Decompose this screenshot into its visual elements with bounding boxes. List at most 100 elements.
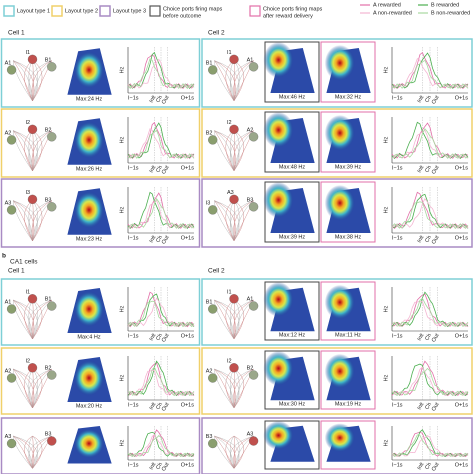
port-label: A1 [5, 60, 12, 66]
heatmap-hotspot [324, 353, 356, 389]
port [229, 54, 239, 65]
trajectory [214, 368, 236, 409]
port [229, 124, 239, 135]
trace [391, 197, 469, 229]
trajectory [214, 435, 235, 469]
y-axis-label: Hz [383, 374, 389, 381]
trajectory [214, 130, 235, 171]
port [208, 205, 218, 215]
trace [127, 369, 195, 397]
port-label: I2 [26, 120, 31, 126]
heatmap-hotspot [73, 191, 105, 229]
trajectory [13, 200, 33, 241]
trace [127, 366, 195, 397]
trajectory [13, 435, 33, 469]
heatmap-hotspot [73, 51, 105, 89]
trajectory [214, 60, 240, 102]
port [248, 436, 259, 446]
heatmap-hotspot [324, 423, 356, 453]
heatmap-hotspot [73, 428, 105, 459]
port [208, 373, 218, 383]
port [47, 301, 57, 311]
x-axis-label: Init [417, 164, 426, 174]
port [47, 202, 57, 212]
trajectory [214, 130, 235, 172]
max-rate: Max:11 Hz [335, 332, 361, 338]
port [6, 438, 17, 449]
row-frame [0, 38, 201, 108]
trajectory [214, 60, 235, 101]
port-label: A1 [247, 57, 254, 63]
y-axis-label: Hz [383, 66, 389, 73]
cell-label: Cell 2 [208, 268, 225, 275]
trace [127, 58, 195, 89]
max-rate: Max:32 Hz [335, 94, 362, 100]
heatmap-hotspot [263, 182, 294, 218]
port [27, 124, 38, 135]
trajectory [233, 435, 245, 469]
trajectory [13, 368, 33, 409]
max-rate: Max:19 Hz [335, 401, 362, 407]
x-axis-label: I−1s [128, 333, 139, 339]
port-label: A2 [5, 130, 12, 136]
x-axis-label: Init [149, 461, 158, 471]
x-axis-label: Init [149, 332, 158, 342]
port [208, 304, 218, 314]
trace [127, 293, 195, 327]
x-axis-label: Ch [155, 462, 164, 471]
x-axis-label: O+1s [455, 333, 469, 339]
port [47, 370, 57, 380]
trajectory [32, 435, 43, 469]
trajectory [214, 299, 235, 340]
trajectory [24, 435, 33, 469]
port [208, 65, 218, 75]
x-axis-label: I−1s [392, 333, 403, 339]
trajectory [214, 60, 236, 101]
port-label: B1 [45, 296, 52, 302]
trajectory [214, 435, 235, 469]
legend-swatch [3, 5, 15, 17]
port-label: I2 [227, 358, 232, 364]
x-axis-label: O+1s [181, 165, 195, 171]
port [248, 301, 259, 311]
port-label: I2 [26, 358, 31, 364]
x-axis-label: I−1s [392, 402, 403, 408]
trajectory [13, 299, 35, 340]
port-label: A3 [247, 431, 254, 437]
trace [391, 360, 469, 397]
trace [128, 433, 195, 458]
x-axis-label: Out [431, 234, 441, 245]
row-frame [0, 417, 201, 474]
trajectory [32, 435, 38, 469]
trajectory [13, 435, 35, 469]
heatmap-hotspot [73, 121, 105, 159]
y-axis-label: Hz [383, 136, 389, 143]
legend-label: B non-rewarded [431, 10, 470, 16]
trajectory [13, 435, 33, 469]
x-axis-label: Init [149, 234, 158, 244]
y-axis-label: Hz [119, 439, 125, 446]
trajectory [13, 299, 33, 340]
trace [391, 201, 469, 229]
y-axis-label: Hz [119, 66, 125, 73]
port [27, 194, 38, 205]
x-axis-label: Init [417, 332, 426, 342]
port-label: I2 [227, 120, 232, 126]
trajectory [214, 299, 240, 340]
trajectory [214, 368, 240, 409]
port-label: A1 [247, 296, 254, 302]
trace [391, 121, 469, 159]
x-axis-label: O+1s [455, 462, 469, 468]
trajectory [13, 299, 38, 340]
trajectory [214, 200, 235, 242]
port-label: A1 [5, 299, 12, 305]
port-label: B2 [247, 365, 254, 371]
trajectory [214, 368, 235, 409]
heatmap-hotspot [324, 45, 356, 81]
x-axis-label: Out [161, 164, 171, 175]
x-axis-label: Ch [155, 165, 164, 174]
trace [391, 435, 469, 458]
x-axis-label: I−1s [128, 235, 139, 241]
row-frame [201, 108, 473, 178]
x-axis-label: Init [417, 401, 426, 411]
